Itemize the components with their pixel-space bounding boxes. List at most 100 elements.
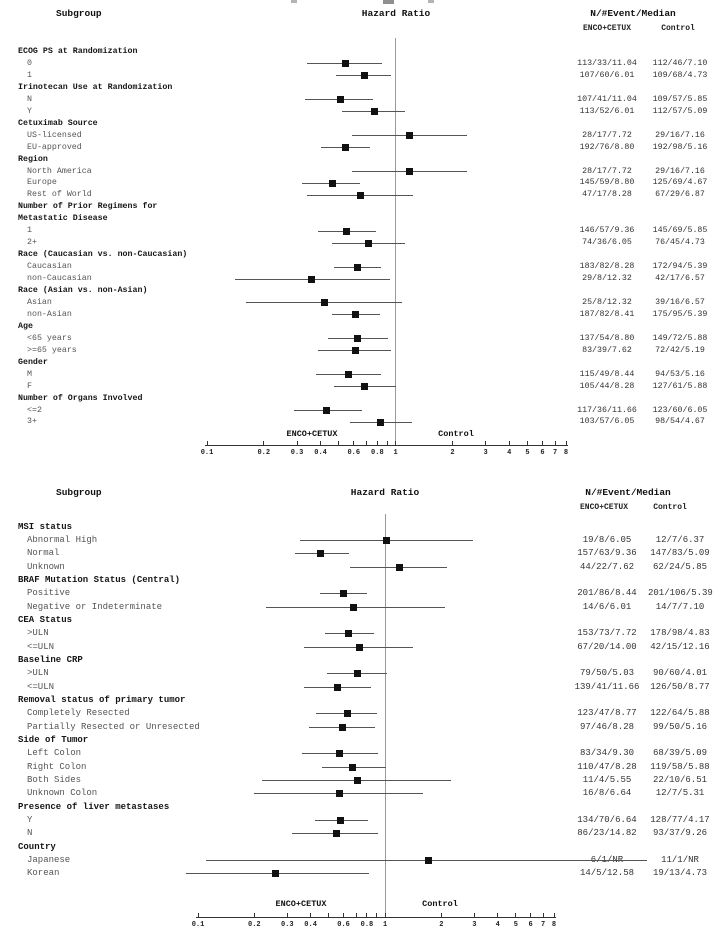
- forest-row: Unknown 44/22/7.62 62/24/5.85: [0, 561, 720, 574]
- value-arm1: 67/20/14.00: [577, 641, 637, 652]
- forest-row: Japanese 6/1/NR 11/1/NR: [0, 854, 720, 867]
- axis-tick: [541, 441, 543, 445]
- axis-tick-label: 4: [507, 449, 512, 457]
- hr-marker: [349, 763, 357, 771]
- row-label: Region: [18, 154, 48, 164]
- row-label: Baseline CRP: [18, 654, 83, 665]
- forest-row-header: BRAF Mutation Status (Central): [0, 574, 720, 587]
- value-arm2: 62/24/5.85: [652, 561, 707, 572]
- reference-line: [384, 514, 386, 917]
- forest-row: >=65 years 83/39/7.62 72/42/5.19: [0, 345, 720, 357]
- value-arm2: 112/46/7.10: [652, 58, 708, 68]
- row-label: N: [27, 94, 32, 104]
- hr-marker: [308, 275, 316, 283]
- hr-marker: [354, 335, 362, 343]
- forest-row: Partially Resected or Unresected 97/46/8.…: [0, 721, 720, 734]
- value-arm2: 127/61/5.88: [652, 381, 708, 391]
- forest-row: Europe 145/59/8.80 125/69/4.67: [0, 177, 720, 189]
- axis-tick-label: 6: [540, 449, 545, 457]
- axis-tick: [508, 441, 510, 445]
- value-arm2: 112/57/5.09: [652, 106, 708, 116]
- axis-tick: [296, 441, 298, 445]
- value-arm1: 137/54/8.80: [579, 333, 635, 343]
- axis-tick: [353, 441, 355, 445]
- forest-row: F 105/44/8.28 127/61/5.88: [0, 381, 720, 393]
- hr-marker: [337, 817, 345, 825]
- value-arm1: 86/23/14.82: [577, 828, 637, 839]
- value-arm2: 76/45/4.73: [655, 238, 705, 248]
- axis-tick-label: 0.3: [290, 449, 304, 457]
- row-label: North America: [27, 166, 92, 176]
- axis-tick: [565, 441, 567, 445]
- hr-marker: [338, 723, 346, 731]
- value-arm2: 39/16/6.57: [655, 297, 705, 307]
- row-label: Race (Asian vs. non-Asian): [18, 286, 148, 295]
- axis-tick-label: 7: [541, 921, 546, 929]
- value-arm2: 125/69/4.67: [652, 178, 708, 188]
- axis-tick-label: 0.3: [280, 921, 294, 929]
- hr-marker: [383, 536, 391, 544]
- value-arm2: 68/39/5.09: [652, 748, 707, 759]
- forest-row-header: Number of Prior Regimens for: [0, 201, 720, 213]
- value-arm1: 110/47/8.28: [577, 761, 637, 772]
- hr-marker: [345, 630, 353, 638]
- value-arm1: 29/8/12.32: [582, 274, 632, 284]
- x-axis-line: [196, 917, 556, 918]
- hr-marker: [356, 191, 364, 199]
- axis-tick-label: 1: [382, 921, 388, 929]
- axis-tick: [253, 913, 255, 917]
- value-arm1: 25/8/12.32: [582, 297, 632, 307]
- forest-row-header: Region: [0, 154, 720, 166]
- row-label: N: [27, 828, 33, 839]
- row-label: Y: [27, 106, 32, 116]
- row-label: ECOG PS at Randomization: [18, 47, 138, 56]
- hr-marker: [328, 179, 336, 187]
- row-label: Unknown: [27, 561, 65, 572]
- value-arm2: 72/42/5.19: [655, 345, 705, 355]
- value-arm1: 134/70/6.64: [577, 814, 637, 825]
- forest-row: <65 years 137/54/8.80 149/72/5.88: [0, 333, 720, 345]
- value-arm1: 11/4/5.55: [582, 774, 632, 785]
- row-label: <=2: [27, 405, 42, 415]
- axis-tick: [530, 913, 532, 917]
- hr-marker: [332, 830, 340, 838]
- axis-tick: [366, 913, 368, 917]
- axis-tick: [451, 441, 453, 445]
- value-arm2: 172/94/5.39: [652, 262, 708, 272]
- hr-marker: [395, 563, 403, 571]
- axis-tick: [343, 913, 345, 917]
- favors-left-label: ENCO+CETUX: [286, 429, 338, 439]
- hr-marker: [344, 371, 352, 379]
- axis-tick-label: 6: [528, 921, 533, 929]
- axis-tick-label: 0.4: [314, 449, 327, 457]
- axis-tick: [286, 913, 288, 917]
- row-label: 0: [27, 58, 32, 68]
- forest-row: N 107/41/11.04 109/57/5.85: [0, 94, 720, 106]
- value-arm2: 99/50/5.16: [652, 721, 707, 732]
- row-label: F: [27, 381, 32, 391]
- value-arm1: 139/41/11.66: [574, 681, 640, 692]
- forest-row: Abnormal High 19/8/6.05 12/7/6.37: [0, 534, 720, 547]
- forest-row-header: Metastatic Disease: [0, 213, 720, 225]
- forest-row: <=ULN 139/41/11.66 126/50/8.77: [0, 681, 720, 694]
- hr-marker: [334, 683, 342, 691]
- forest-row-header: Irinotecan Use at Randomization: [0, 82, 720, 94]
- forest-row-header: CEA Status: [0, 614, 720, 627]
- row-label: 2+: [27, 238, 37, 248]
- value-arm2: 109/68/4.73: [652, 70, 708, 80]
- value-arm2: 22/10/6.51: [652, 774, 707, 785]
- row-label: Abnormal High: [27, 534, 98, 545]
- row-label: Removal status of primary tumor: [18, 694, 186, 705]
- axis-tick-label: 8: [551, 921, 557, 929]
- axis-tick: [526, 441, 528, 445]
- row-label: MSI status: [18, 521, 73, 532]
- value-arm2: 178/98/4.83: [650, 628, 710, 639]
- reference-line: [395, 38, 397, 445]
- hr-marker: [360, 383, 368, 391]
- hr-marker: [335, 790, 343, 798]
- column-header-hazard-ratio: Hazard Ratio: [361, 8, 431, 19]
- value-arm1: 146/57/9.36: [579, 226, 635, 236]
- forest-row: Rest of World 47/17/8.28 67/29/6.87: [0, 189, 720, 201]
- value-arm1: 16/8/6.64: [582, 788, 632, 799]
- value-arm1: 145/59/8.80: [579, 178, 635, 188]
